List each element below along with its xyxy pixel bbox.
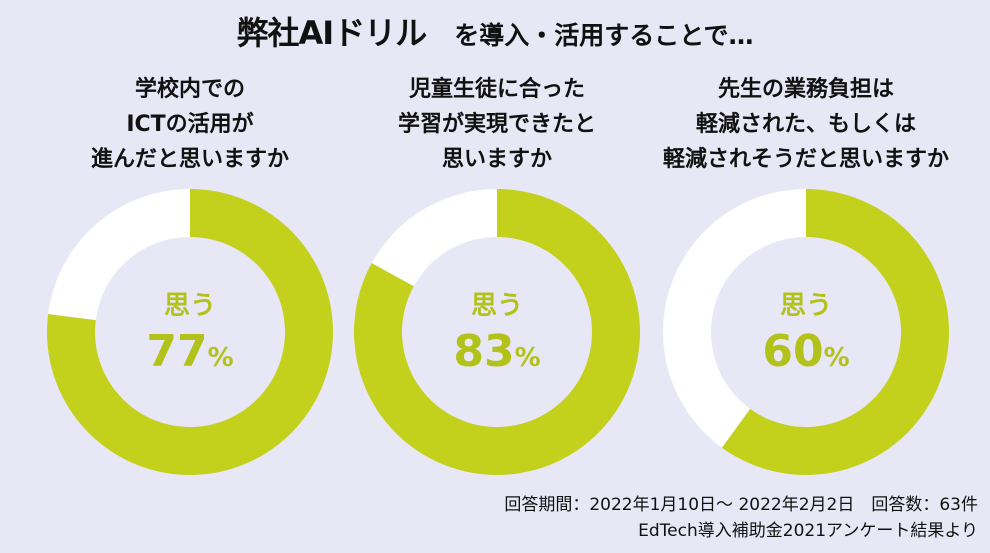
question-1-line-2: ICTの活用が — [126, 112, 254, 137]
donut-1-value-label: 77% — [146, 326, 233, 377]
donut-3-remainder-slice — [663, 189, 806, 448]
title-rest: を導入・活用することで… — [454, 21, 754, 50]
donut-1-remainder-slice — [48, 189, 190, 321]
question-3: 先生の業務負担は 軽減された、もしくは 軽減されそうだと思いますか — [656, 72, 956, 177]
donut-3-label: 思う — [780, 291, 832, 321]
question-2-line-3: 思いますか — [441, 147, 552, 172]
question-3-line-1: 先生の業務負担は — [717, 77, 894, 102]
donut-1-label: 思う — [164, 291, 216, 321]
question-1-line-1: 学校内での — [134, 77, 245, 102]
question-3-line-2: 軽減された、もしくは — [695, 112, 916, 137]
question-1: 学校内での ICTの活用が 進んだと思いますか — [40, 72, 340, 177]
donut-2-remainder-slice — [371, 189, 497, 287]
page-title: 弊社AIドリル を導入・活用することで… — [0, 8, 990, 54]
donut-2-value-label: 83% — [453, 326, 540, 377]
donut-2-value-slice — [353, 189, 640, 475]
question-3-line-3: 軽減されそうだと思いますか — [662, 147, 949, 172]
title-brand: 弊社AIドリル — [236, 14, 428, 52]
question-2-line-1: 児童生徒に合った — [408, 77, 585, 102]
footer-source: EdTech導入補助金2021アンケート結果より — [638, 521, 978, 541]
donut-1-value-slice — [46, 189, 333, 476]
question-2: 児童生徒に合った 学習が実現できたと 思いますか — [347, 72, 647, 177]
footer-period: 回答期間：2022年1月10日～ 2022年2月2日 回答数：63件 — [504, 495, 978, 515]
donut-2-label: 思う — [471, 291, 523, 321]
donut-3-value-slice — [721, 189, 949, 476]
donut-3-value-label: 60% — [762, 326, 849, 377]
question-2-line-2: 学習が実現できたと — [397, 112, 596, 137]
question-1-line-3: 進んだと思いますか — [90, 147, 289, 172]
